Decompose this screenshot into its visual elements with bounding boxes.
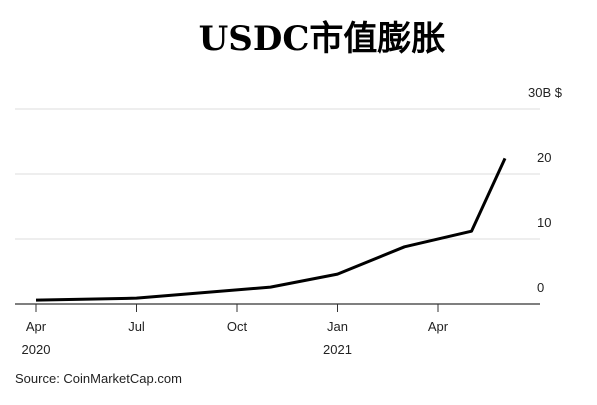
- x-year-label: 2020: [22, 342, 51, 357]
- line: [35, 157, 507, 302]
- source: Source: CoinMarketCap.com: [15, 371, 182, 386]
- x-tick-label: Jul: [128, 319, 145, 334]
- x-tick-label: Jan: [327, 319, 348, 334]
- x-tick-label: Apr: [428, 319, 449, 334]
- y-tick-label: 0: [537, 280, 544, 295]
- x-tick-label: Oct: [227, 319, 248, 334]
- y-tick-label: 20: [537, 150, 551, 165]
- x-year-label: 2021: [323, 342, 352, 357]
- y-tick-label: 30B $: [528, 85, 563, 100]
- y-tick-label: 10: [537, 215, 551, 230]
- x-tick-label: Apr: [26, 319, 47, 334]
- chart-title: USDC市值膨胀: [199, 19, 446, 59]
